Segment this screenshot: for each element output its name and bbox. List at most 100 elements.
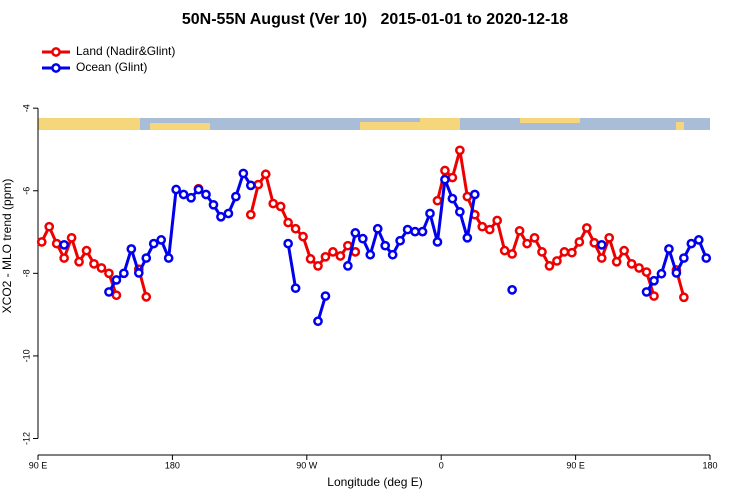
data-point bbox=[104, 268, 114, 279]
data-point bbox=[462, 191, 473, 202]
data-point bbox=[141, 292, 152, 302]
data-point bbox=[462, 232, 473, 243]
data-point bbox=[74, 256, 84, 267]
data-point bbox=[380, 240, 391, 251]
y-tick-label: -4 bbox=[21, 104, 31, 112]
data-point bbox=[492, 215, 503, 226]
data-point bbox=[245, 209, 256, 220]
data-point bbox=[417, 226, 428, 237]
data-point bbox=[664, 244, 674, 254]
data-point bbox=[186, 192, 196, 203]
x-tick-label: 90 E bbox=[29, 460, 48, 470]
data-point bbox=[649, 275, 659, 286]
data-point bbox=[440, 165, 450, 176]
data-point bbox=[171, 184, 181, 195]
data-point bbox=[320, 251, 331, 262]
data-point bbox=[589, 237, 600, 248]
data-point bbox=[111, 290, 122, 301]
data-point bbox=[701, 253, 712, 263]
data-point bbox=[290, 223, 301, 234]
data-point bbox=[544, 261, 555, 271]
data-point bbox=[81, 245, 92, 256]
data-point bbox=[469, 189, 480, 200]
data-point bbox=[36, 237, 47, 247]
x-tick-label: 180 bbox=[702, 460, 717, 470]
data-point bbox=[574, 237, 585, 247]
data-point bbox=[477, 221, 488, 232]
data-point bbox=[679, 253, 689, 263]
data-point bbox=[313, 316, 323, 327]
data-point bbox=[604, 232, 615, 243]
data-point bbox=[44, 221, 55, 232]
data-point bbox=[305, 254, 316, 264]
data-point bbox=[268, 198, 279, 209]
data-point bbox=[537, 247, 547, 257]
data-point bbox=[313, 261, 323, 271]
data-point bbox=[686, 238, 697, 249]
data-point bbox=[245, 180, 256, 191]
x-tick-label: 90 W bbox=[296, 460, 318, 470]
data-point bbox=[484, 224, 495, 235]
data-point bbox=[148, 238, 159, 249]
data-point bbox=[455, 206, 465, 217]
data-point bbox=[619, 245, 629, 256]
data-point bbox=[499, 245, 510, 256]
legend-label: Ocean (Glint) bbox=[76, 60, 147, 74]
data-point bbox=[507, 285, 517, 295]
data-point bbox=[529, 232, 540, 243]
data-point bbox=[260, 169, 271, 180]
data-point bbox=[641, 267, 652, 277]
data-point bbox=[126, 244, 137, 254]
data-point bbox=[275, 201, 286, 212]
data-point bbox=[634, 263, 644, 273]
data-point bbox=[59, 253, 69, 263]
data-point bbox=[559, 247, 570, 257]
data-point bbox=[611, 256, 622, 267]
data-point bbox=[335, 251, 346, 261]
data-point bbox=[66, 232, 77, 243]
data-point bbox=[216, 211, 226, 222]
data-point bbox=[223, 208, 234, 219]
data-point bbox=[402, 224, 413, 235]
data-point bbox=[693, 235, 704, 245]
data-point bbox=[357, 233, 368, 244]
data-point bbox=[178, 189, 189, 200]
data-point bbox=[328, 247, 338, 257]
data-point bbox=[425, 208, 435, 219]
data-point bbox=[133, 268, 144, 278]
data-point bbox=[253, 179, 264, 190]
data-point bbox=[432, 237, 443, 247]
data-point bbox=[320, 291, 331, 301]
data-point bbox=[432, 195, 443, 206]
y-tick-label: -6 bbox=[21, 187, 31, 195]
data-point bbox=[410, 226, 420, 237]
data-point bbox=[89, 258, 99, 269]
data-point bbox=[387, 249, 398, 260]
data-point bbox=[552, 256, 562, 266]
data-point bbox=[96, 263, 107, 273]
y-tick-label: -12 bbox=[21, 432, 31, 445]
data-point bbox=[395, 235, 405, 246]
chart-title: 50N-55N August (Ver 10) 2015-01-01 to 20… bbox=[182, 11, 568, 28]
data-point bbox=[141, 253, 152, 263]
x-tick-label: 0 bbox=[439, 460, 444, 470]
data-point bbox=[455, 145, 465, 156]
data-point bbox=[231, 191, 241, 202]
y-tick-label: -10 bbox=[21, 349, 31, 362]
data-point bbox=[238, 168, 249, 179]
x-tick-label: 180 bbox=[165, 460, 180, 470]
data-point bbox=[372, 223, 383, 234]
data-point bbox=[208, 199, 219, 210]
data-point bbox=[111, 275, 122, 285]
data-point bbox=[522, 238, 532, 249]
data-point bbox=[290, 283, 301, 294]
x-tick-label: 90 E bbox=[566, 460, 585, 470]
data-point bbox=[343, 261, 353, 271]
data-point bbox=[440, 174, 450, 185]
legend-label: Land (Nadir&Glint) bbox=[76, 44, 175, 58]
data-point bbox=[201, 189, 211, 200]
data-point bbox=[641, 287, 652, 297]
data-point bbox=[350, 228, 361, 238]
legend-marker bbox=[51, 47, 61, 57]
